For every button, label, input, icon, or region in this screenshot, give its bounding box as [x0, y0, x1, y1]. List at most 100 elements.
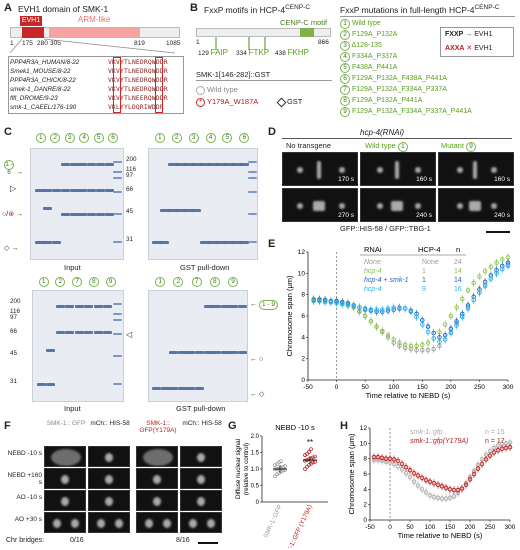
- data-point: [328, 299, 334, 305]
- gel-band: [177, 351, 187, 354]
- legend-n: 24: [454, 259, 462, 266]
- gel-lane: [177, 291, 187, 401]
- data-point: [311, 455, 315, 460]
- evh1-domain-block: [22, 27, 44, 38]
- f-micrograph: [136, 512, 178, 533]
- data-point: [303, 467, 307, 471]
- spindle-pole: [339, 203, 345, 209]
- gel-lane: [74, 291, 84, 401]
- lane-label: 9: [228, 277, 238, 287]
- gel-band: [87, 213, 97, 216]
- data-point: [414, 343, 419, 349]
- series-hcp-4-smk-1-1-: [311, 258, 511, 342]
- gel-band: [216, 241, 226, 244]
- pos-305: 305: [50, 40, 61, 47]
- data-point: [385, 306, 391, 311]
- f-row-label: NEBD -10 s: [7, 450, 42, 457]
- legend-header: HCP-4: [418, 245, 441, 254]
- gel-lane: [46, 291, 56, 401]
- gel-band: [113, 177, 123, 179]
- pos-1: 1: [10, 40, 14, 47]
- f-micrograph: [136, 490, 178, 511]
- gel-lane: [104, 149, 114, 259]
- y-tick-label: 6: [301, 313, 305, 320]
- gel-lane: [192, 149, 202, 259]
- x-tick-label: -50: [303, 384, 313, 391]
- x-tick-label: 250: [485, 524, 496, 531]
- gel-lane: [195, 291, 205, 401]
- legend-gst: GST: [276, 97, 302, 108]
- data-point: [427, 493, 433, 498]
- chromatin: [53, 519, 61, 528]
- y-tick-label: 6: [363, 471, 367, 478]
- mutation-row: 5 F438A_P441A: [340, 63, 397, 73]
- legend-hcp: 1: [422, 268, 426, 275]
- arm-like-label: ARM-like: [78, 15, 111, 24]
- alignment-row: flfl_DROME/9-23 VKVYTLNEERQWDDR: [10, 95, 182, 104]
- gel-lane: [229, 291, 239, 401]
- data-point: [311, 298, 316, 304]
- x-tick-label: 50: [362, 384, 370, 391]
- gel4-caption: GST pull-down: [176, 404, 226, 413]
- h-legend-n: n = 15: [485, 429, 505, 436]
- gel-pulldown-top: [148, 148, 258, 260]
- gel-band: [74, 331, 84, 334]
- d-caption: GFP::HIS-58 / GFP::TBG-1: [340, 224, 431, 233]
- data-point: [437, 339, 442, 344]
- series-hcp-4-9-: [311, 261, 511, 346]
- x-tick-label: 100: [425, 524, 436, 531]
- gel-lane: [60, 149, 70, 259]
- mutation-name: F129A_P132A_P441A: [350, 97, 423, 104]
- f-micrograph-grid: [44, 446, 222, 534]
- kda-tick: 200: [10, 298, 21, 305]
- data-point: [419, 475, 425, 481]
- gel-band: [113, 191, 123, 193]
- data-point: [374, 307, 379, 312]
- mutation-num: 4: [340, 52, 350, 62]
- f-micrograph: [88, 490, 130, 511]
- data-point: [459, 486, 465, 491]
- data-point: [307, 449, 311, 454]
- gel-band: [103, 305, 113, 308]
- data-point: [305, 464, 309, 469]
- alignment-row: Smek1_MOUSE/8-22 VKVYTLNEDRQWDDR: [10, 68, 182, 77]
- gel-lane: [200, 149, 210, 259]
- pos-175: 175: [22, 40, 33, 47]
- data-point: [420, 322, 425, 327]
- gel-band: [212, 351, 222, 354]
- gel-band: [160, 387, 170, 390]
- lane-label: 2: [50, 133, 61, 143]
- chromosomes: [391, 201, 403, 211]
- y-tick-label: 1.0: [251, 467, 260, 473]
- data-point: [420, 342, 425, 348]
- sequence: VKVYTLNEDRQWDDR: [108, 77, 168, 84]
- x-axis-label: Time relative to NEBD (s): [398, 531, 483, 540]
- data-point: [387, 456, 393, 461]
- gel-band: [60, 163, 70, 166]
- data-point: [411, 479, 417, 484]
- legend-hcp: None: [422, 259, 439, 266]
- data-point: [283, 468, 287, 472]
- x-tick-label: 150: [417, 384, 428, 391]
- chromatin: [145, 519, 153, 528]
- x-tick-label: -50: [365, 524, 375, 531]
- f-micrograph: [180, 512, 222, 533]
- gel-band: [36, 383, 46, 386]
- gel-band: [65, 331, 75, 334]
- alignment-row: smk-1_CAEEL/176-190 VKLYYLDQRIWDDR: [10, 104, 182, 113]
- lane-label: 9: [105, 277, 116, 287]
- g-chart: NEBD -10 s 0 0.5 1.0 1.5 2.0 Diffuse nuclear s…: [235, 423, 328, 548]
- motif-3: 438 FKHP: [275, 48, 310, 57]
- gel-band: [200, 241, 210, 244]
- mutation-num: 7: [340, 85, 350, 95]
- gel-band: [95, 189, 105, 192]
- gel-band: [103, 331, 113, 334]
- panel-g-label: G: [228, 420, 237, 432]
- data-point: [442, 322, 448, 327]
- gel-band: [78, 213, 88, 216]
- panel-f-label: F: [4, 420, 11, 432]
- data-point: [419, 487, 425, 492]
- kda-tick: 31: [126, 236, 134, 243]
- data-point: [415, 483, 421, 488]
